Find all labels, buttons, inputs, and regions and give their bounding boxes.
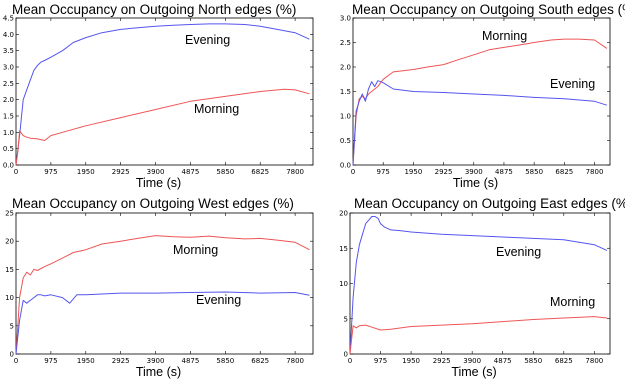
x-tick-label: 5850 xyxy=(524,357,542,365)
y-tick-label: 25 xyxy=(5,210,14,218)
x-tick-label: 2925 xyxy=(433,357,451,365)
series-label-evening: Evening xyxy=(496,245,541,259)
x-axis-label: Time (s) xyxy=(451,365,496,379)
x-tick-label: 0 xyxy=(14,168,18,176)
x-tick-label: 5850 xyxy=(525,168,543,176)
y-tick-label: 5 xyxy=(344,315,348,323)
y-tick-label: 0 xyxy=(10,351,14,359)
x-tick-label: 7800 xyxy=(586,168,604,176)
chart-title: Mean Occupancy on Outgoing North edges (… xyxy=(12,2,296,17)
y-tick-label: 2.5 xyxy=(3,80,14,88)
y-tick-label: 20 xyxy=(5,238,14,246)
x-tick-label: 0 xyxy=(351,168,355,176)
y-tick-label: 1.0 xyxy=(3,129,14,137)
x-tick-label: 975 xyxy=(374,357,387,365)
chart-panel-2: Mean Occupancy on Outgoing South edges (… xyxy=(340,2,625,190)
y-tick-label: 5 xyxy=(10,322,14,330)
series-line-morning xyxy=(15,88,310,166)
plot-frame xyxy=(349,212,611,355)
x-tick-label: 5850 xyxy=(216,357,234,365)
x-tick-label: 3900 xyxy=(465,168,483,176)
x-tick-label: 2925 xyxy=(112,168,130,176)
y-tick-label: 2.0 xyxy=(3,96,14,104)
x-tick-label: 6825 xyxy=(251,357,269,365)
y-tick-label: 0.5 xyxy=(3,145,14,153)
x-tick-label: 2925 xyxy=(435,168,453,176)
y-tick-label: 1.0 xyxy=(340,113,351,121)
series-label-morning: Morning xyxy=(173,243,218,257)
chart-panel-1: Mean Occupancy on Outgoing North edges (… xyxy=(3,2,314,190)
x-tick-label: 4875 xyxy=(495,168,513,176)
series-label-evening: Evening xyxy=(550,77,595,91)
series-line-evening xyxy=(349,216,608,355)
y-tick-label: 1.5 xyxy=(3,113,14,121)
x-tick-label: 5850 xyxy=(216,168,234,176)
x-tick-label: 1950 xyxy=(77,357,95,365)
x-axis-label: Time (s) xyxy=(136,176,181,190)
x-tick-label: 3900 xyxy=(147,168,165,176)
series-line-morning xyxy=(15,235,310,355)
x-axis-label: Time (s) xyxy=(136,365,181,379)
chart-title: Mean Occupancy on Outgoing West edges (%… xyxy=(12,196,294,211)
plot-frame xyxy=(15,212,314,355)
plot-frame xyxy=(15,17,314,166)
x-tick-label: 7800 xyxy=(286,168,304,176)
x-tick-label: 4875 xyxy=(494,357,512,365)
x-tick-label: 4875 xyxy=(182,357,200,365)
x-tick-label: 2925 xyxy=(112,357,130,365)
x-tick-label: 975 xyxy=(44,357,57,365)
y-tick-label: 2.0 xyxy=(340,64,351,72)
x-tick-label: 6825 xyxy=(251,168,269,176)
series-line-morning xyxy=(349,316,607,355)
x-tick-label: 6825 xyxy=(555,357,573,365)
y-tick-label: 4.5 xyxy=(3,15,14,23)
x-tick-label: 3900 xyxy=(463,357,481,365)
y-tick-label: 10 xyxy=(339,280,348,288)
x-tick-label: 1950 xyxy=(402,357,420,365)
y-tick-label: 10 xyxy=(5,294,14,302)
series-label-evening: Evening xyxy=(185,33,230,47)
chart-title: Mean Occupancy on Outgoing South edges (… xyxy=(352,2,625,17)
x-axis-label: Time (s) xyxy=(453,176,498,190)
x-tick-label: 0 xyxy=(348,357,352,365)
x-tick-label: 975 xyxy=(44,168,57,176)
y-tick-label: 0.0 xyxy=(3,162,14,170)
x-tick-label: 6825 xyxy=(555,168,573,176)
x-tick-label: 7800 xyxy=(286,357,304,365)
x-tick-label: 3900 xyxy=(147,357,165,365)
y-tick-label: 0.5 xyxy=(340,137,351,145)
series-label-morning: Morning xyxy=(482,29,527,43)
y-tick-label: 3.0 xyxy=(3,64,14,72)
x-tick-label: 975 xyxy=(377,168,390,176)
series-label-evening: Evening xyxy=(196,293,241,307)
series-line-evening xyxy=(15,23,310,166)
x-tick-label: 1950 xyxy=(404,168,422,176)
y-tick-label: 4.0 xyxy=(3,31,14,39)
series-line-evening xyxy=(15,291,310,355)
y-tick-label: 2.5 xyxy=(340,39,351,47)
y-tick-label: 15 xyxy=(339,245,348,253)
chart-panel-3: Mean Occupancy on Outgoing West edges (%… xyxy=(5,196,314,379)
x-tick-label: 1950 xyxy=(77,168,95,176)
y-tick-label: 20 xyxy=(339,210,348,218)
x-tick-label: 4875 xyxy=(182,168,200,176)
series-label-morning: Morning xyxy=(194,102,239,116)
y-tick-label: 3.0 xyxy=(340,15,351,23)
series-label-morning: Morning xyxy=(550,295,595,309)
series-line-evening xyxy=(352,80,608,166)
y-tick-label: 0.0 xyxy=(340,162,351,170)
chart-panel-4: Mean Occupancy on Outgoing East edges (%… xyxy=(339,196,625,379)
y-tick-label: 3.5 xyxy=(3,47,14,55)
y-tick-label: 1.5 xyxy=(340,88,351,96)
x-tick-label: 0 xyxy=(14,357,18,365)
y-tick-label: 15 xyxy=(5,266,14,274)
series-line-morning xyxy=(352,38,608,166)
chart-title: Mean Occupancy on Outgoing East edges (%… xyxy=(354,196,625,211)
x-tick-label: 7800 xyxy=(585,357,603,365)
y-tick-label: 0 xyxy=(344,351,348,359)
